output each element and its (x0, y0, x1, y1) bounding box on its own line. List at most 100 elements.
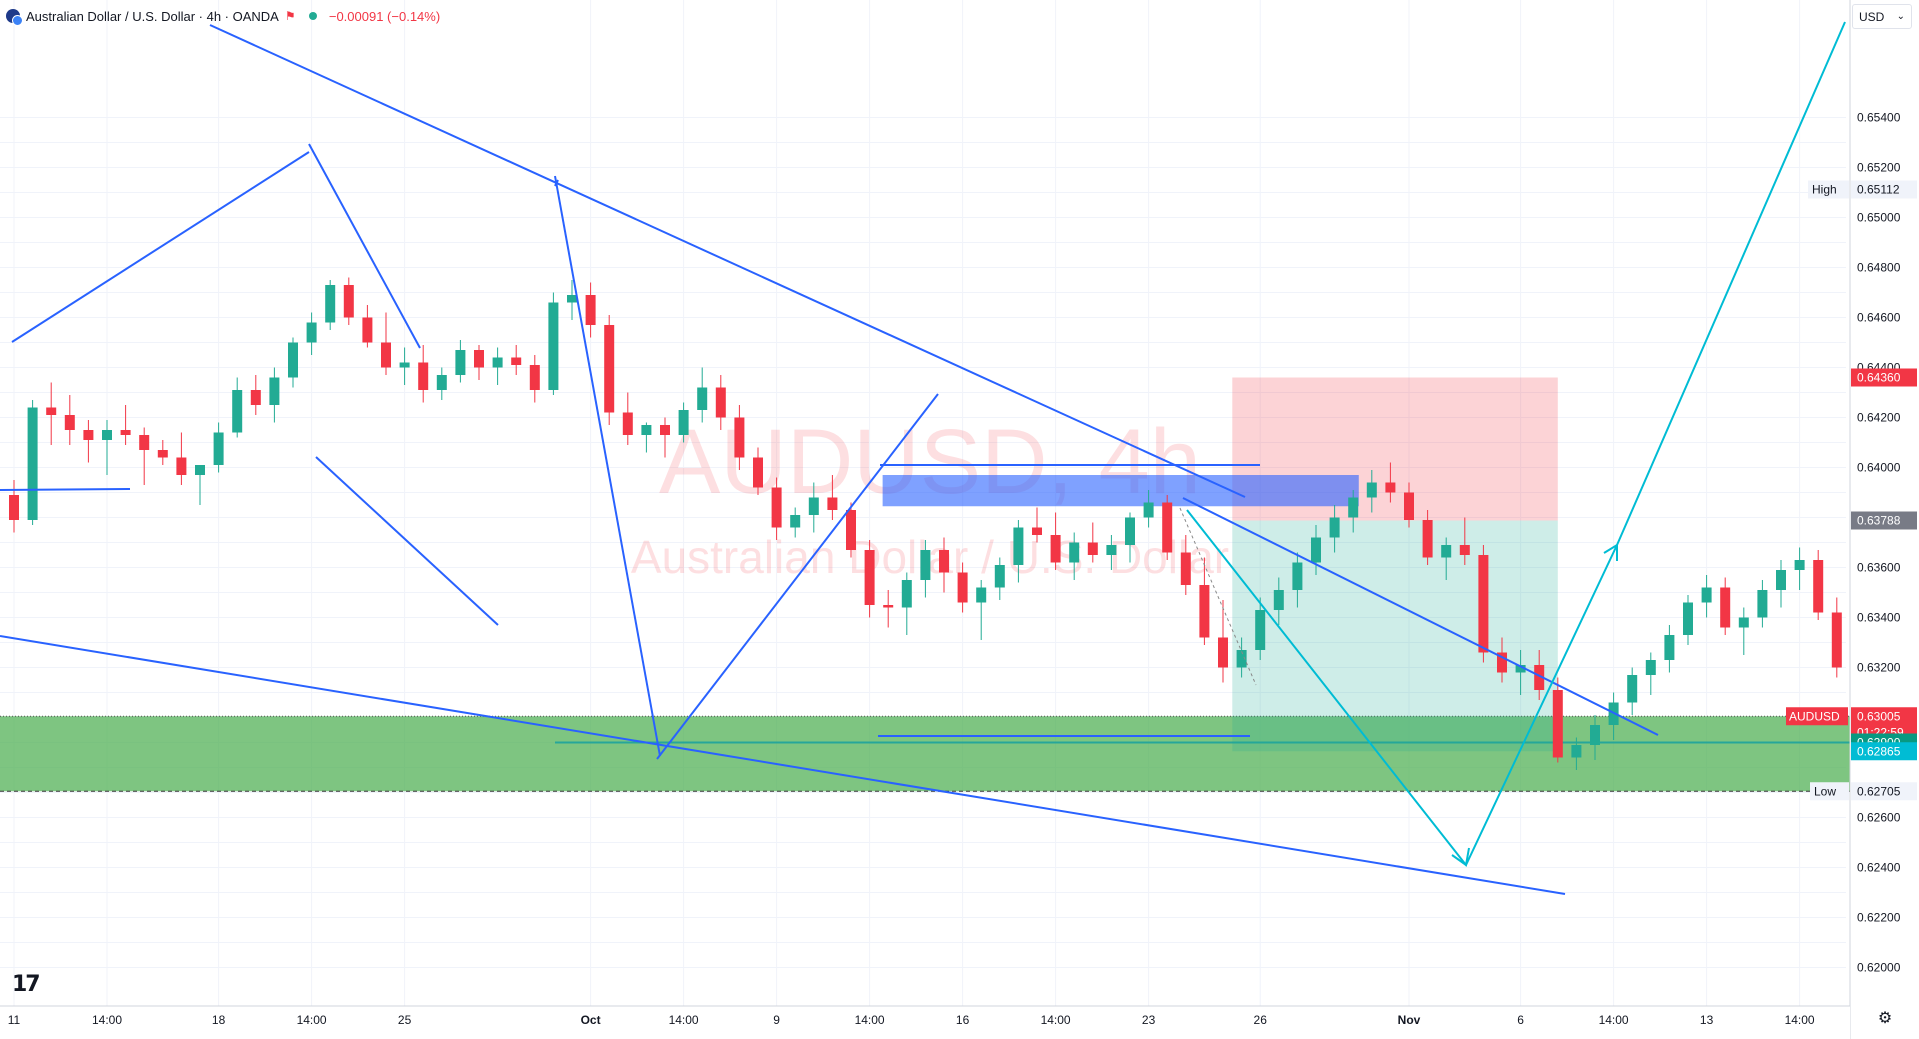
candle (1385, 462, 1396, 503)
candle-body (157, 450, 168, 458)
candle-body (1255, 610, 1266, 650)
candle-body (1069, 542, 1080, 563)
candle (715, 375, 726, 430)
trend-drawings[interactable] (0, 21, 1846, 895)
candle (195, 465, 205, 505)
x-tick-label: 14:00 (669, 1013, 699, 1027)
y-tick-label: 0.64000 (1857, 461, 1901, 475)
candle-body (1459, 545, 1470, 555)
candle (641, 422, 652, 453)
currency-select[interactable]: USD ⌄ (1852, 4, 1912, 29)
candle-body (381, 342, 391, 368)
candle-body (660, 425, 670, 435)
x-tick-label: 25 (398, 1013, 412, 1027)
candle (1106, 535, 1117, 570)
projection-arrowhead (1603, 543, 1618, 561)
candle (1422, 510, 1433, 565)
target-price-label-bg (1851, 742, 1917, 761)
candle-body (548, 302, 559, 390)
symbol-tag-bg (1786, 707, 1848, 726)
candle (1143, 490, 1154, 528)
candle-body (771, 487, 782, 528)
candle-body (1404, 492, 1414, 520)
y-tick-label: 0.65400 (1857, 111, 1901, 125)
candle (232, 377, 243, 438)
candle-body (901, 580, 912, 608)
trend-line (308, 143, 421, 349)
candle (846, 502, 856, 558)
candle (827, 475, 838, 520)
candle (771, 477, 782, 540)
high-price-label: 0.65112 (1857, 183, 1900, 197)
candle (1813, 550, 1824, 620)
candle-body (362, 317, 373, 343)
y-tick-label: 0.64200 (1857, 411, 1901, 425)
trend-line (209, 24, 1246, 498)
candle-body (1701, 587, 1712, 603)
candle (1738, 607, 1749, 655)
support-zone (0, 716, 1850, 792)
candle (529, 355, 540, 403)
candle (1664, 625, 1675, 673)
candle (883, 590, 894, 628)
x-tick-label: 16 (956, 1013, 970, 1027)
candle-body (1813, 560, 1824, 613)
candle (1645, 652, 1656, 695)
candle-body (1311, 537, 1321, 563)
tradingview-logo-icon[interactable]: 17 (12, 972, 41, 997)
candle-body (269, 377, 280, 405)
candle-body (864, 550, 875, 605)
candle-body (846, 510, 856, 550)
candle (511, 345, 522, 375)
chevron-down-icon: ⌄ (1896, 11, 1905, 22)
candle (474, 345, 484, 380)
candle (920, 540, 931, 598)
candle (362, 305, 373, 348)
candle (1199, 557, 1210, 645)
projection-path (1186, 21, 1846, 867)
trend-line (0, 635, 1566, 895)
symbol-header[interactable]: Australian Dollar / U.S. Dollar · 4h · O… (6, 6, 440, 26)
candle (1366, 470, 1377, 513)
candle-body (139, 435, 150, 450)
x-tick-label: 14:00 (1785, 1013, 1815, 1027)
candle (1552, 677, 1563, 763)
candle-body (418, 362, 429, 390)
y-tick-label: 0.62200 (1857, 911, 1901, 925)
low-tag-bg (1810, 782, 1849, 801)
gear-icon[interactable]: ⚙ (1877, 1010, 1893, 1027)
x-tick-label: 14:00 (855, 1013, 885, 1027)
chart-zones (0, 377, 1850, 792)
candle (1032, 507, 1042, 543)
candle (994, 557, 1005, 600)
x-tick-label: 14:00 (297, 1013, 327, 1027)
candle-body (957, 572, 968, 603)
candle-body (976, 587, 987, 603)
candle-body (827, 497, 838, 510)
candle (585, 282, 596, 338)
candle (1236, 637, 1247, 678)
candle (1478, 545, 1489, 663)
candle (1255, 597, 1266, 660)
candle-body (1143, 502, 1154, 518)
entry-price-label: 0.63788 (1857, 514, 1901, 528)
candle-body (64, 415, 75, 430)
flag-icon[interactable]: ⚑ (284, 9, 296, 23)
candle-body (1106, 545, 1117, 555)
candle (864, 540, 875, 618)
x-tick-label: 14:00 (1599, 1013, 1629, 1027)
candle-body (492, 357, 503, 368)
candle (1180, 535, 1191, 595)
candle (492, 347, 503, 385)
candle (1571, 737, 1582, 770)
candle (1069, 532, 1080, 580)
candle (604, 315, 615, 425)
candle-body (325, 285, 336, 323)
candle (139, 427, 150, 485)
candle (548, 292, 559, 395)
trend-line (315, 456, 499, 626)
trend-line (1182, 497, 1659, 736)
candle-body (213, 432, 224, 465)
candle (1273, 577, 1284, 625)
